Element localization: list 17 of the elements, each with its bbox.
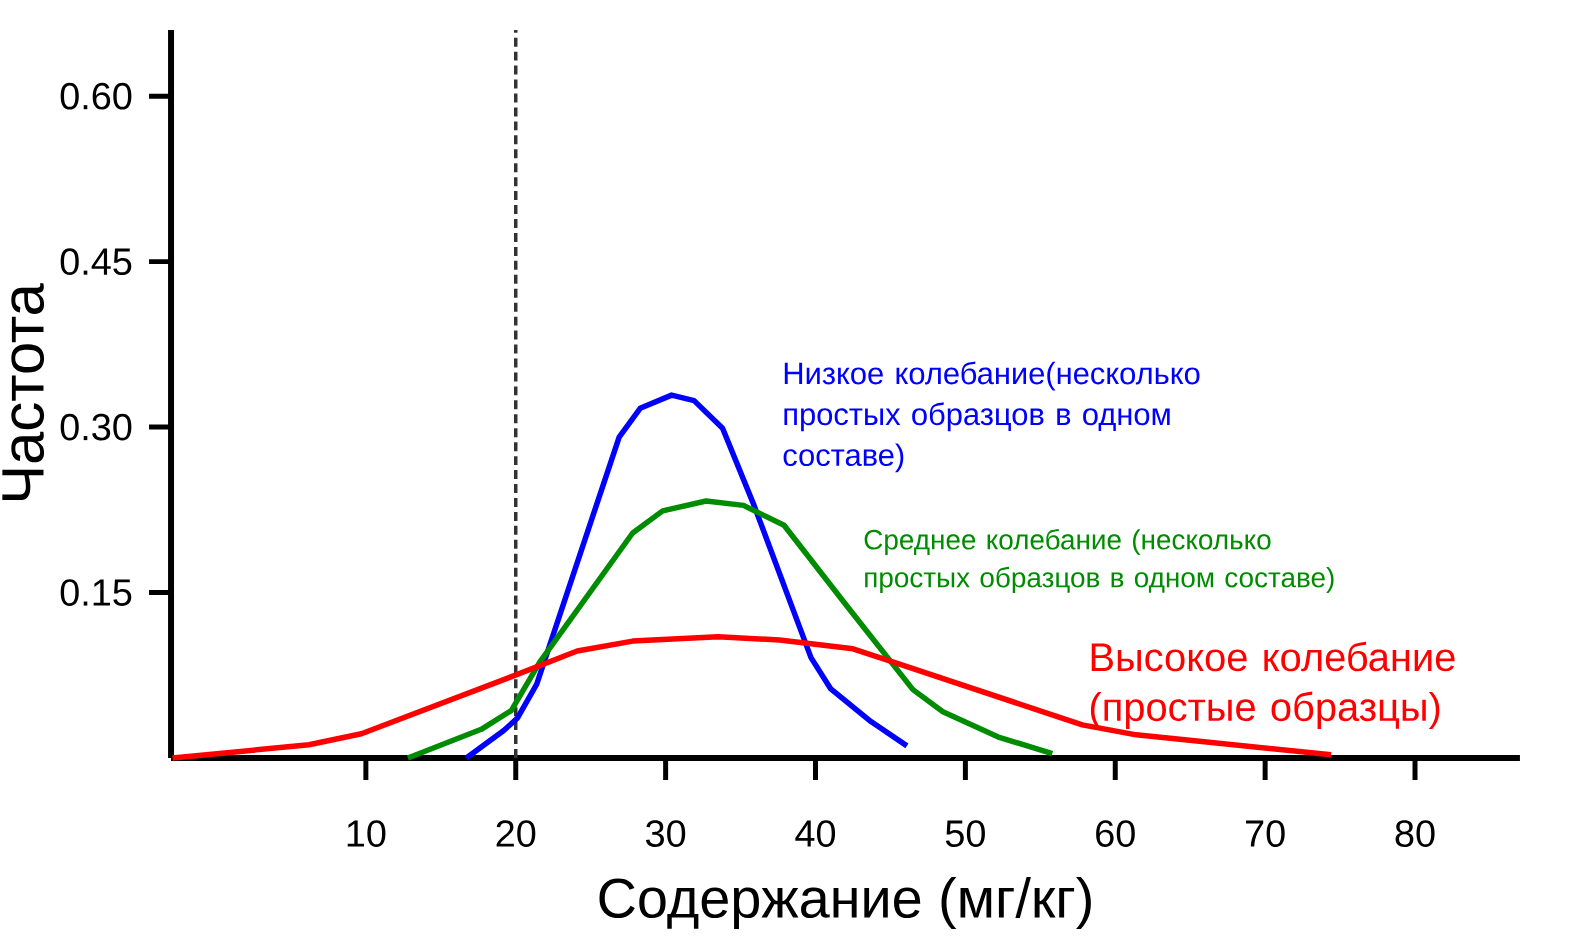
series-label: Низкое колебание(несколько простых образцов в одном составе)	[783, 361, 1200, 473]
x-tick-label: 40	[795, 820, 836, 847]
x-tick-label: 10	[347, 820, 386, 847]
x-tick-label: 60	[1096, 820, 1135, 847]
x-tick-label: 80	[1395, 820, 1435, 847]
series-label: Среднее колебание (несколько простых образцов в одном составе)	[864, 528, 1334, 593]
x-tick-label: 70	[1246, 820, 1285, 847]
x-axis-title: Содержание (мг/кг)	[599, 877, 1091, 930]
y-axis-title: Частота	[2, 283, 45, 501]
y-tick-label: 0.15	[60, 579, 132, 606]
x-tick-label: 50	[945, 820, 985, 847]
y-tick-label: 0.30	[60, 413, 132, 441]
y-tick-label: 0.60	[60, 82, 132, 110]
x-tick-label: 20	[496, 820, 536, 847]
x-tick-label: 30	[646, 820, 686, 847]
series-label: Высокое колебание (простые образцы)	[1090, 641, 1455, 730]
y-tick-label: 0.45	[60, 248, 132, 276]
